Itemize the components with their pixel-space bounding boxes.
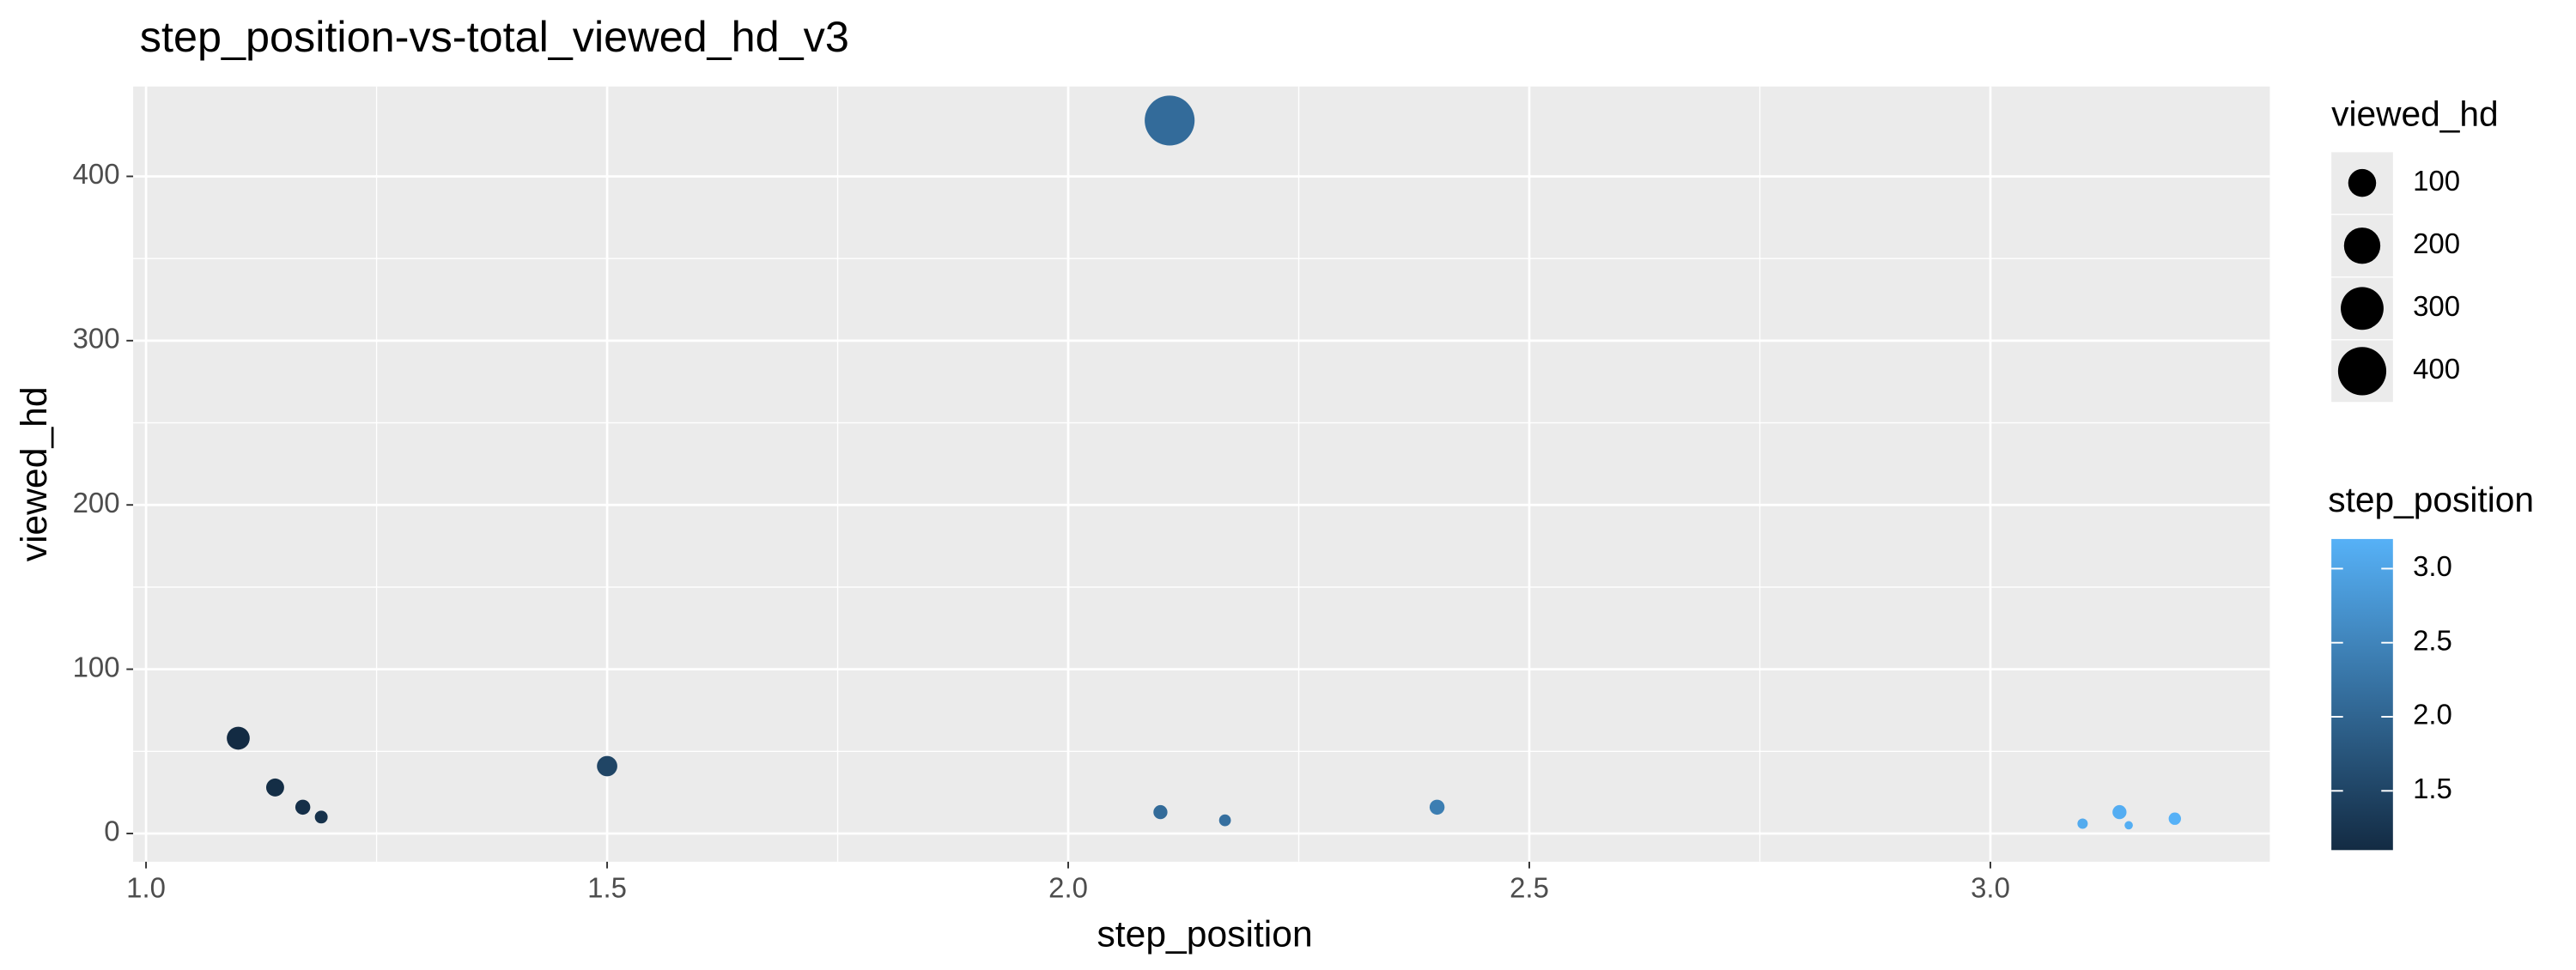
chart-title: step_position-vs-total_viewed_hd_v3 (140, 12, 849, 61)
x-axis-title: step_position (1097, 913, 1312, 955)
legend-point (2348, 168, 2377, 197)
color-bar (2331, 538, 2393, 851)
y-tick-label: 300 (73, 323, 120, 355)
color-legend-label: 2.0 (2413, 699, 2452, 731)
y-axis-title: viewed_hd (14, 386, 55, 561)
point (1218, 814, 1231, 827)
legend-label: 300 (2413, 290, 2460, 322)
point (2168, 812, 2181, 825)
point (2077, 818, 2088, 829)
point (597, 755, 617, 777)
point (1153, 804, 1168, 820)
x-tick-label: 3.0 (1971, 872, 2010, 904)
point (295, 799, 311, 815)
point (265, 778, 284, 797)
x-tick-label: 1.5 (587, 872, 627, 904)
size-legend-title: viewed_hd (2331, 94, 2499, 133)
point (314, 810, 328, 824)
x-tick-label: 2.5 (1510, 872, 1549, 904)
y-tick-label: 200 (73, 487, 120, 518)
color-legend-title: step_position (2328, 480, 2534, 519)
point (227, 726, 250, 750)
legend-point (2343, 227, 2381, 264)
y-tick-label: 0 (104, 815, 119, 847)
y-tick-label: 100 (73, 651, 120, 682)
color-legend-label: 3.0 (2413, 550, 2452, 582)
point (2112, 804, 2127, 820)
point (1145, 95, 1195, 146)
point (1429, 799, 1445, 815)
y-tick-label: 400 (73, 158, 120, 190)
color-legend-label: 2.5 (2413, 624, 2452, 656)
legend-label: 200 (2413, 227, 2460, 259)
x-tick-label: 1.0 (126, 872, 166, 904)
point (2124, 821, 2133, 830)
legend-label: 400 (2413, 353, 2460, 385)
legend-point (2337, 347, 2387, 396)
plot-panel (133, 86, 2270, 862)
legend-label: 100 (2413, 165, 2460, 197)
x-tick-label: 2.0 (1048, 872, 1088, 904)
color-legend-label: 1.5 (2413, 773, 2452, 804)
legend-point (2341, 287, 2384, 330)
